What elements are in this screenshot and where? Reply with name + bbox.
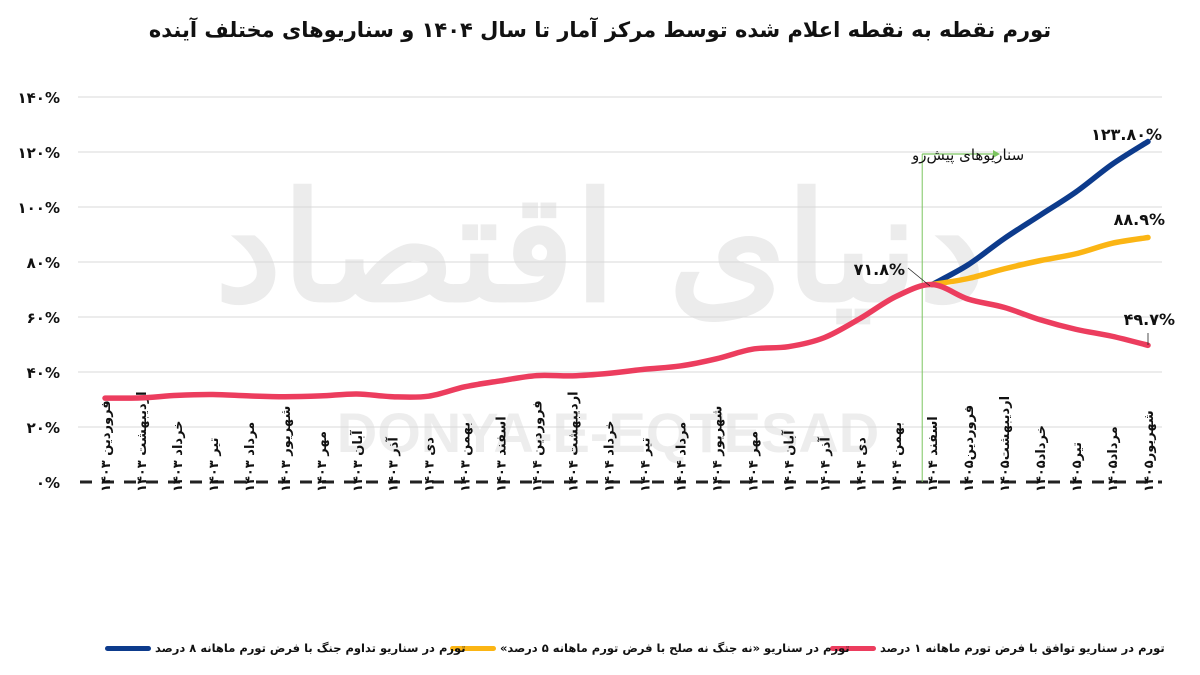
x-tick-label: مهر ۱۴۰۴ (746, 431, 761, 492)
y-tick-label: ۱۲۰% (18, 144, 61, 162)
x-tick-label: شهریور۱۴۰۵ (1142, 410, 1157, 492)
series-line (929, 234, 1151, 288)
y-tick-label: ۶۰% (27, 309, 60, 327)
x-tick-label: آذر ۱۴۰۳ (385, 437, 402, 492)
x-tick-label: تیر ۱۴۰۳ (207, 437, 222, 492)
y-tick-label: ۰% (36, 474, 60, 492)
x-tick-label: آبان ۱۴۰۴ (780, 430, 797, 492)
legend: تورم در سناریو توافق با فرض تورم ماهانه … (0, 641, 1200, 665)
legend-item-agreement: تورم در سناریو توافق با فرض تورم ماهانه … (830, 641, 1165, 655)
x-tick-label: خرداد۱۴۰۵ (1034, 425, 1049, 492)
series-line (929, 138, 1151, 288)
legend-item-war: تورم در سناریو تداوم جنگ با فرض تورم ماه… (105, 641, 466, 655)
x-tick-label: فروردین۱۴۰۵ (962, 405, 977, 492)
x-tick-label: خرداد ۱۴۰۴ (603, 420, 618, 492)
x-tick-label: فروردین ۱۴۰۴ (531, 400, 546, 492)
x-axis: فروردین ۱۴۰۳ اردیبهشت ۱۴۰۳ خرداد ۱۴۰۳ تیر ۱… (99, 391, 1157, 492)
x-tick-label: تیر ۱۴۰۴ (638, 437, 653, 492)
x-tick-label: مرداد ۱۴۰۳ (243, 422, 258, 492)
x-tick-label: اسفند ۱۴۰۳ (495, 416, 510, 492)
forecast-marker: سناریوهای پیش‌رو (911, 146, 1024, 482)
y-axis: ۰% ۲۰% ۴۰% ۶۰% ۸۰% ۱۰۰% ۱۲۰% ۱۴۰% (18, 89, 61, 492)
red-end-label: ۴۹.۷% (1124, 310, 1175, 329)
x-tick-label: خرداد ۱۴۰۳ (171, 420, 186, 492)
x-tick-label: آبان ۱۴۰۳ (349, 430, 366, 492)
watermark-fa: دنیای اقتصاد (215, 160, 985, 336)
data-annotations: ۷۱.۸% ۱۲۳.۸۰% ۸۸.۹% ۴۹.۷% (854, 125, 1175, 345)
x-tick-label: تیر۱۴۰۵ (1070, 442, 1085, 492)
yellow-end-label: ۸۸.۹% (1114, 210, 1165, 229)
series-line (102, 281, 1151, 401)
x-tick-label: دی ۱۴۰۳ (423, 437, 438, 492)
y-tick-label: ۴۰% (27, 364, 60, 382)
x-tick-label: مرداد ۱۴۰۴ (674, 422, 689, 492)
legend-label: تورم در سناریو توافق با فرض تورم ماهانه … (880, 641, 1165, 655)
x-tick-label: فروردین ۱۴۰۳ (99, 400, 114, 492)
y-tick-label: ۱۴۰% (18, 89, 61, 107)
legend-label: تورم در سناریو «نه جنگ نه صلح با فرض تور… (500, 641, 850, 655)
forecast-label: سناریوهای پیش‌رو (911, 146, 1024, 165)
legend-item-no-war-no-peace: تورم در سناریو «نه جنگ نه صلح با فرض تور… (450, 641, 850, 655)
legend-swatch-red (830, 645, 876, 651)
x-tick-label: شهریور ۱۴۰۴ (710, 406, 725, 492)
chart-title: تورم نقطه به نقطه اعلام شده توسط مرکز آم… (148, 18, 1052, 42)
legend-swatch-yellow (450, 645, 496, 651)
watermark: دنیای اقتصاد DONYA-E-EQTESAD (215, 160, 985, 464)
x-tick-label: شهریور ۱۴۰۳ (279, 406, 294, 492)
x-tick-label: دی ۱۴۰۴ (854, 437, 869, 492)
legend-swatch-blue (105, 645, 151, 651)
x-tick-label: اردیبهشت ۱۴۰۴ (567, 391, 582, 492)
blue-end-label: ۱۲۳.۸۰% (1091, 125, 1162, 144)
x-tick-label: اردیبهشت ۱۴۰۳ (135, 391, 150, 492)
pivot-value-label: ۷۱.۸% (854, 260, 905, 279)
x-tick-label: اردیبهشت۱۴۰۵ (998, 396, 1013, 492)
x-tick-label: بهمن ۱۴۰۳ (459, 422, 474, 492)
x-tick-label: مرداد۱۴۰۵ (1106, 426, 1121, 492)
legend-label: تورم در سناریو تداوم جنگ با فرض تورم ماه… (155, 641, 466, 655)
x-tick-label: اسفند ۱۴۰۴ (926, 416, 941, 492)
y-tick-label: ۸۰% (27, 254, 60, 272)
x-tick-label: آذر ۱۴۰۴ (816, 437, 833, 492)
x-tick-label: بهمن ۱۴۰۴ (890, 422, 905, 492)
line-chart: دنیای اقتصاد DONYA-E-EQTESAD ۰% ۲۰% ۴۰% ۶۰% ۸… (18, 89, 1176, 492)
watermark-en: DONYA-E-EQTESAD (337, 401, 879, 464)
series-lines (102, 138, 1151, 401)
y-tick-label: ۲۰% (27, 419, 60, 437)
y-tick-label: ۱۰۰% (18, 199, 61, 217)
x-tick-label: مهر ۱۴۰۳ (315, 431, 330, 492)
